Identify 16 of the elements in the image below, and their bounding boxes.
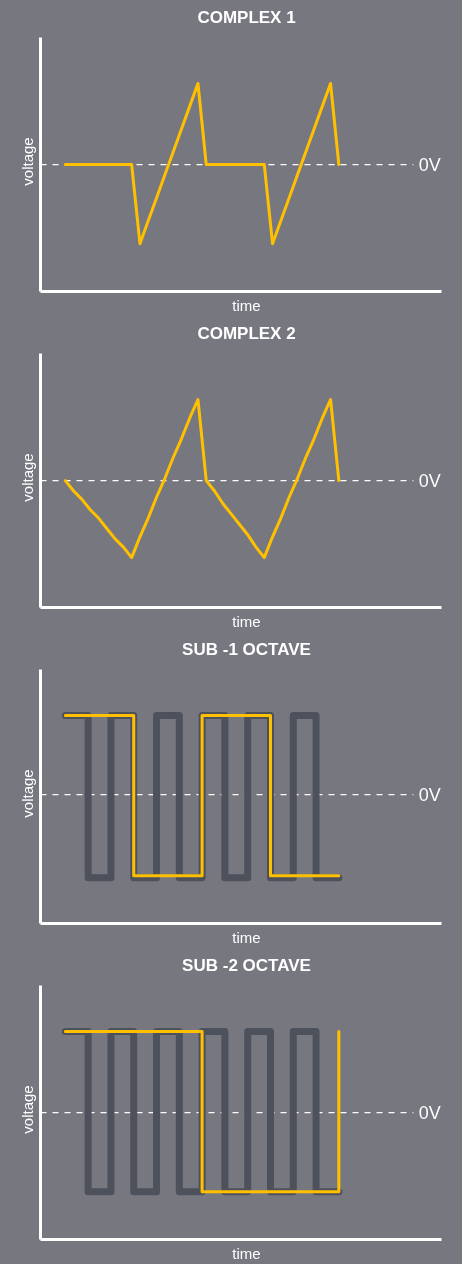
x-axis-title: time <box>232 1244 261 1262</box>
x-axis-title: time <box>232 612 261 630</box>
ref-line-label: 0V <box>418 470 441 491</box>
x-axis-title: time <box>232 928 261 946</box>
y-axis-title: voltage <box>18 453 36 502</box>
chart-title: COMPLEX 2 <box>197 323 296 343</box>
chart-title: SUB -2 OCTAVE <box>182 955 311 975</box>
ref-line-label: 0V <box>418 154 441 175</box>
chart-title: SUB -1 OCTAVE <box>182 639 311 659</box>
chart-title: COMPLEX 1 <box>197 7 296 27</box>
y-axis-title: voltage <box>18 769 36 818</box>
ref-line-label: 0V <box>418 784 441 805</box>
x-axis-title: time <box>232 296 261 314</box>
y-axis-title: voltage <box>18 1085 36 1134</box>
y-axis-title: voltage <box>18 137 36 186</box>
ref-line-label: 0V <box>418 1102 441 1123</box>
